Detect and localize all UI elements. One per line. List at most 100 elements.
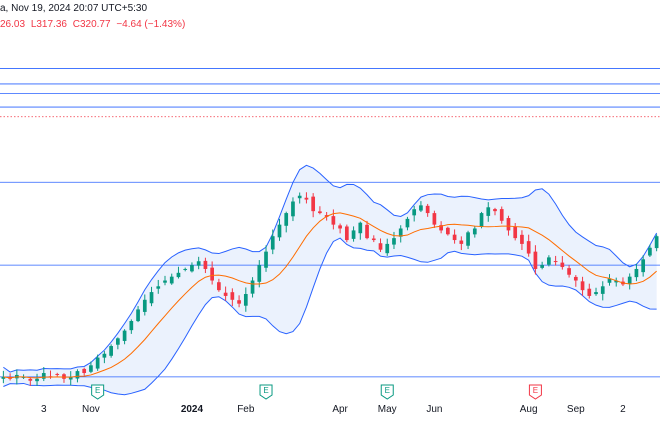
candle <box>378 238 383 252</box>
candle-body <box>398 228 403 237</box>
earnings-e-icon: E <box>91 384 105 400</box>
candle <box>264 245 268 272</box>
candle <box>55 372 60 377</box>
candle-body <box>304 197 309 200</box>
x-tick-label: Feb <box>237 404 255 415</box>
candle-body <box>41 373 46 379</box>
candle-body <box>385 243 390 254</box>
candle-body <box>264 251 268 268</box>
candle-body <box>358 222 363 234</box>
candle <box>109 344 113 358</box>
candle <box>250 277 255 298</box>
earnings-marker-label: E <box>263 386 268 395</box>
candle-body <box>230 292 235 300</box>
candle <box>371 235 376 243</box>
candle <box>142 294 147 316</box>
x-tick-label: Sep <box>567 404 585 415</box>
candle-body <box>338 225 342 229</box>
candle <box>169 273 174 285</box>
candle <box>365 220 369 240</box>
candle <box>540 261 544 270</box>
x-tick-label: Apr <box>332 404 348 415</box>
candle-body <box>553 261 558 263</box>
candle-body <box>594 292 598 295</box>
candle-body <box>223 292 228 296</box>
candle <box>398 225 403 243</box>
candle <box>547 255 551 267</box>
candle <box>641 255 646 277</box>
candle <box>318 206 322 215</box>
candle <box>425 203 430 217</box>
candle <box>412 205 417 222</box>
candle-body <box>149 292 154 304</box>
candle-body <box>547 257 551 265</box>
candle <box>35 373 39 386</box>
bollinger-basis-line <box>3 212 657 379</box>
candle <box>338 223 342 234</box>
candle-body <box>641 259 646 273</box>
candle-body <box>600 286 605 294</box>
candle-body <box>378 243 383 250</box>
candle <box>506 215 511 236</box>
candle <box>493 207 497 216</box>
candle <box>439 221 443 234</box>
candle-body <box>587 288 592 296</box>
candle-body <box>277 224 282 238</box>
candle <box>358 221 363 240</box>
candle-body <box>311 196 316 212</box>
earnings-marker-label: E <box>533 386 538 395</box>
candle-body <box>291 201 295 217</box>
x-tick-label: May <box>378 404 397 415</box>
candle-body <box>533 251 538 269</box>
candle <box>149 286 154 307</box>
candle <box>41 367 46 382</box>
candle-body <box>116 338 120 345</box>
candle <box>419 201 423 213</box>
candle <box>479 211 484 229</box>
candle-body <box>520 234 524 244</box>
earnings-marker-shape <box>380 384 394 400</box>
chart-header: a, Nov 19, 2024 20:07 UTC+5:30 <box>0 3 147 14</box>
candle-body <box>472 228 477 235</box>
candle-body <box>412 209 417 216</box>
candle <box>648 244 652 258</box>
candle-body <box>446 227 450 235</box>
candle-body <box>217 282 221 291</box>
candle-body <box>243 294 248 306</box>
candle-body <box>142 299 147 312</box>
candle-body <box>196 261 201 266</box>
candle-body <box>318 211 322 214</box>
candle-body <box>419 205 423 211</box>
candle-body <box>452 234 457 241</box>
earnings-e-icon: E <box>528 384 542 400</box>
candle <box>62 373 66 383</box>
candle <box>634 263 639 282</box>
candle-body <box>136 309 140 322</box>
candle <box>385 238 390 256</box>
candle-body <box>102 353 107 358</box>
bollinger-lower-line <box>3 237 657 396</box>
candle <box>472 226 477 238</box>
earnings-e-icon: E <box>380 384 394 400</box>
x-tick-label: Aug <box>520 404 538 415</box>
candle-body <box>607 278 612 283</box>
low-value: L317.36 <box>30 19 67 30</box>
candle <box>331 209 336 230</box>
candle <box>223 286 228 301</box>
candle-body <box>331 216 336 225</box>
candle <box>28 376 33 386</box>
candle <box>82 367 87 376</box>
candle <box>533 245 538 275</box>
candle <box>122 329 127 345</box>
open-high-fragment: 26.03 <box>0 19 26 30</box>
candle <box>243 287 248 312</box>
candle <box>203 257 208 274</box>
candle <box>526 234 531 257</box>
candle-body <box>627 276 632 284</box>
candle <box>183 267 188 272</box>
candle <box>190 262 194 273</box>
candle-body <box>21 376 26 378</box>
candle-body <box>190 265 194 272</box>
